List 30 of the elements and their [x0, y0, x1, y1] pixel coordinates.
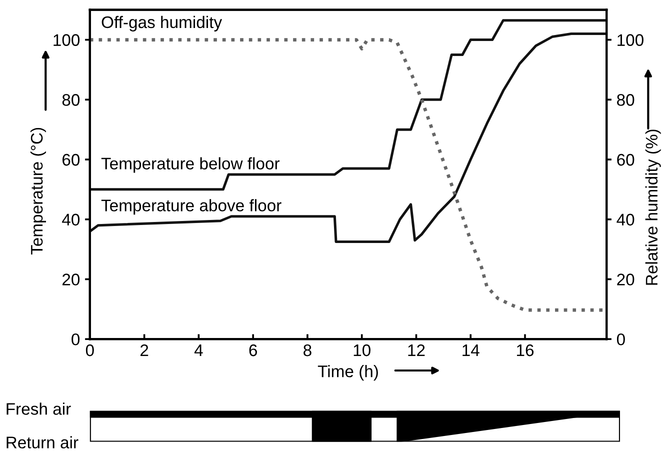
- y2-tick-label: 80: [617, 94, 634, 106]
- y2-tick-label: 0: [616, 333, 625, 346]
- y-tick-label: 60: [62, 154, 80, 166]
- y2-tick-label: 60: [617, 154, 634, 166]
- y-tick-label: 40: [62, 214, 80, 226]
- y-axis-title: Temperature (°C): [30, 128, 46, 255]
- y2-tick-label: 40: [616, 214, 634, 226]
- y-tick-label: 80: [62, 94, 80, 106]
- series-label: Temperature above floor: [101, 199, 282, 215]
- x-tick-label: 16: [517, 344, 534, 356]
- y2-tick-label: 100: [618, 34, 644, 46]
- x-tick-label: 10: [354, 344, 370, 356]
- y-tick-label: 100: [54, 34, 80, 46]
- x-axis-title: Time (h): [318, 365, 378, 381]
- series-label: Off-gas humidity: [102, 16, 222, 32]
- y2-tick-label: 20: [617, 274, 634, 286]
- text: Fresh air: [6, 402, 71, 415]
- x-tick-label: 6: [249, 344, 257, 356]
- x-tick-label: 2: [140, 344, 148, 356]
- x-tick-label: 4: [194, 344, 203, 356]
- y2-axis-title: Relative humidity (%): [645, 130, 661, 285]
- y-tick-label: 0: [72, 333, 80, 346]
- line-series: [90, 32, 607, 244]
- x-tick-label: 12: [408, 344, 425, 356]
- text: Return air: [6, 436, 78, 448]
- x-tick-label: 0: [86, 344, 94, 356]
- y-tick-label: 20: [62, 274, 80, 286]
- series-label: Temperature below floor: [101, 157, 280, 173]
- x-tick-label: 8: [304, 344, 312, 356]
- x-tick-label: 14: [462, 344, 480, 356]
